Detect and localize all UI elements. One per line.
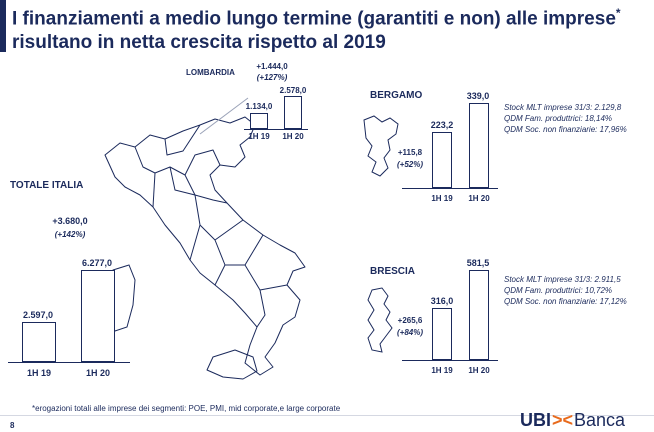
bergamo-x-1h19: 1H 19	[431, 194, 453, 203]
brescia-delta: +265,6	[397, 316, 423, 325]
bergamo-province-icon	[363, 115, 399, 177]
bergamo-x-1h20: 1H 20	[468, 194, 490, 203]
bergamo-bar-1h20	[469, 103, 489, 188]
brescia-bar-1h20	[469, 270, 489, 360]
brescia-stock-line: Stock MLT imprese 31/3: 2.911,5	[504, 275, 621, 284]
totale-x-1h19: 1H 19	[26, 368, 52, 378]
brescia-delta-pct: (+84%)	[396, 328, 423, 337]
brescia-qdm-fam-line: QDM Fam. produttrici: 10,72%	[504, 286, 613, 295]
bergamo-label: BERGAMO	[370, 90, 423, 101]
bergamo-qdm-soc-line: QDM Soc. non finanziarie: 17,96%	[504, 125, 627, 134]
totale-bar-1h19	[22, 322, 56, 362]
brescia-value-1h19: 316,0	[430, 296, 454, 306]
bergamo-delta-pct: (+52%)	[396, 160, 423, 169]
logo-x-mark: ><	[552, 410, 574, 430]
bergamo-bar-1h19	[432, 132, 452, 188]
brescia-x-1h20: 1H 20	[468, 366, 490, 375]
totale-x-1h20: 1H 20	[85, 368, 111, 378]
totale-value-1h19: 2.597,0	[22, 310, 54, 320]
totale-label: TOTALE ITALIA	[10, 180, 84, 191]
lombardia-connector	[199, 97, 249, 135]
lombardia-axis	[244, 129, 308, 130]
title-line-1: I finanziamenti a medio lungo termine (g…	[12, 8, 616, 30]
brescia-axis	[402, 360, 498, 361]
bergamo-stock-line: Stock MLT imprese 31/3: 2.129,8	[504, 103, 622, 112]
brescia-label: BRESCIA	[370, 266, 416, 277]
title-star: *	[615, 6, 621, 20]
page-number: 8	[10, 421, 15, 430]
lombardia-delta-pct: (+127%)	[256, 73, 288, 82]
lombardia-value-1h19: 1.134,0	[245, 102, 273, 111]
lombardia-value-1h20: 2.578,0	[279, 86, 307, 95]
bergamo-qdm-fam-line: QDM Fam. produttrici: 18,14%	[504, 114, 613, 123]
page-title: I finanziamenti a medio lungo termine (g…	[12, 1, 642, 55]
footnote: *erogazioni totali alle imprese dei segm…	[32, 404, 341, 413]
bergamo-delta: +115,8	[397, 148, 423, 157]
lombardia-x-1h20: 1H 20	[282, 132, 304, 141]
lombardia-bar-1h19	[250, 113, 268, 129]
lombardia-chart: 1.134,0 2.578,0	[242, 86, 312, 131]
logo-banca: Banca	[574, 410, 626, 430]
brescia-bar-1h19	[432, 308, 452, 360]
title-line-2: risultano in netta crescita rispetto al …	[12, 32, 386, 54]
totale-axis	[8, 362, 130, 363]
brescia-stock-info: Stock MLT imprese 31/3: 2.911,5 QDM Fam.…	[504, 274, 627, 307]
lombardia-delta: +1.444,0	[256, 62, 288, 71]
bergamo-stock-info: Stock MLT imprese 31/3: 2.129,8 QDM Fam.…	[504, 102, 627, 135]
lombardia-bar-1h20	[284, 96, 302, 129]
lombardia-x-1h19: 1H 19	[248, 132, 270, 141]
bergamo-value-1h19: 223,2	[430, 120, 454, 130]
totale-delta-pct: (+142%)	[54, 230, 86, 239]
title-accent-bar	[0, 0, 6, 52]
brescia-x-1h19: 1H 19	[431, 366, 453, 375]
bergamo-axis	[402, 188, 498, 189]
ubi-banca-logo: UBI><Banca	[520, 410, 625, 431]
bergamo-value-1h20: 339,0	[466, 91, 490, 101]
totale-bar-1h20	[81, 270, 115, 362]
brescia-value-1h20: 581,5	[466, 258, 490, 268]
totale-value-1h20: 6.277,0	[81, 258, 113, 268]
footer-divider	[0, 415, 654, 416]
italy-map-icon	[104, 116, 306, 380]
brescia-qdm-soc-line: QDM Soc. non finanziarie: 17,12%	[504, 297, 627, 306]
logo-ubi: UBI	[520, 410, 551, 430]
brescia-province-icon	[367, 287, 393, 353]
lombardia-label: LOMBARDIA	[186, 68, 235, 77]
totale-delta: +3.680,0	[52, 216, 88, 226]
